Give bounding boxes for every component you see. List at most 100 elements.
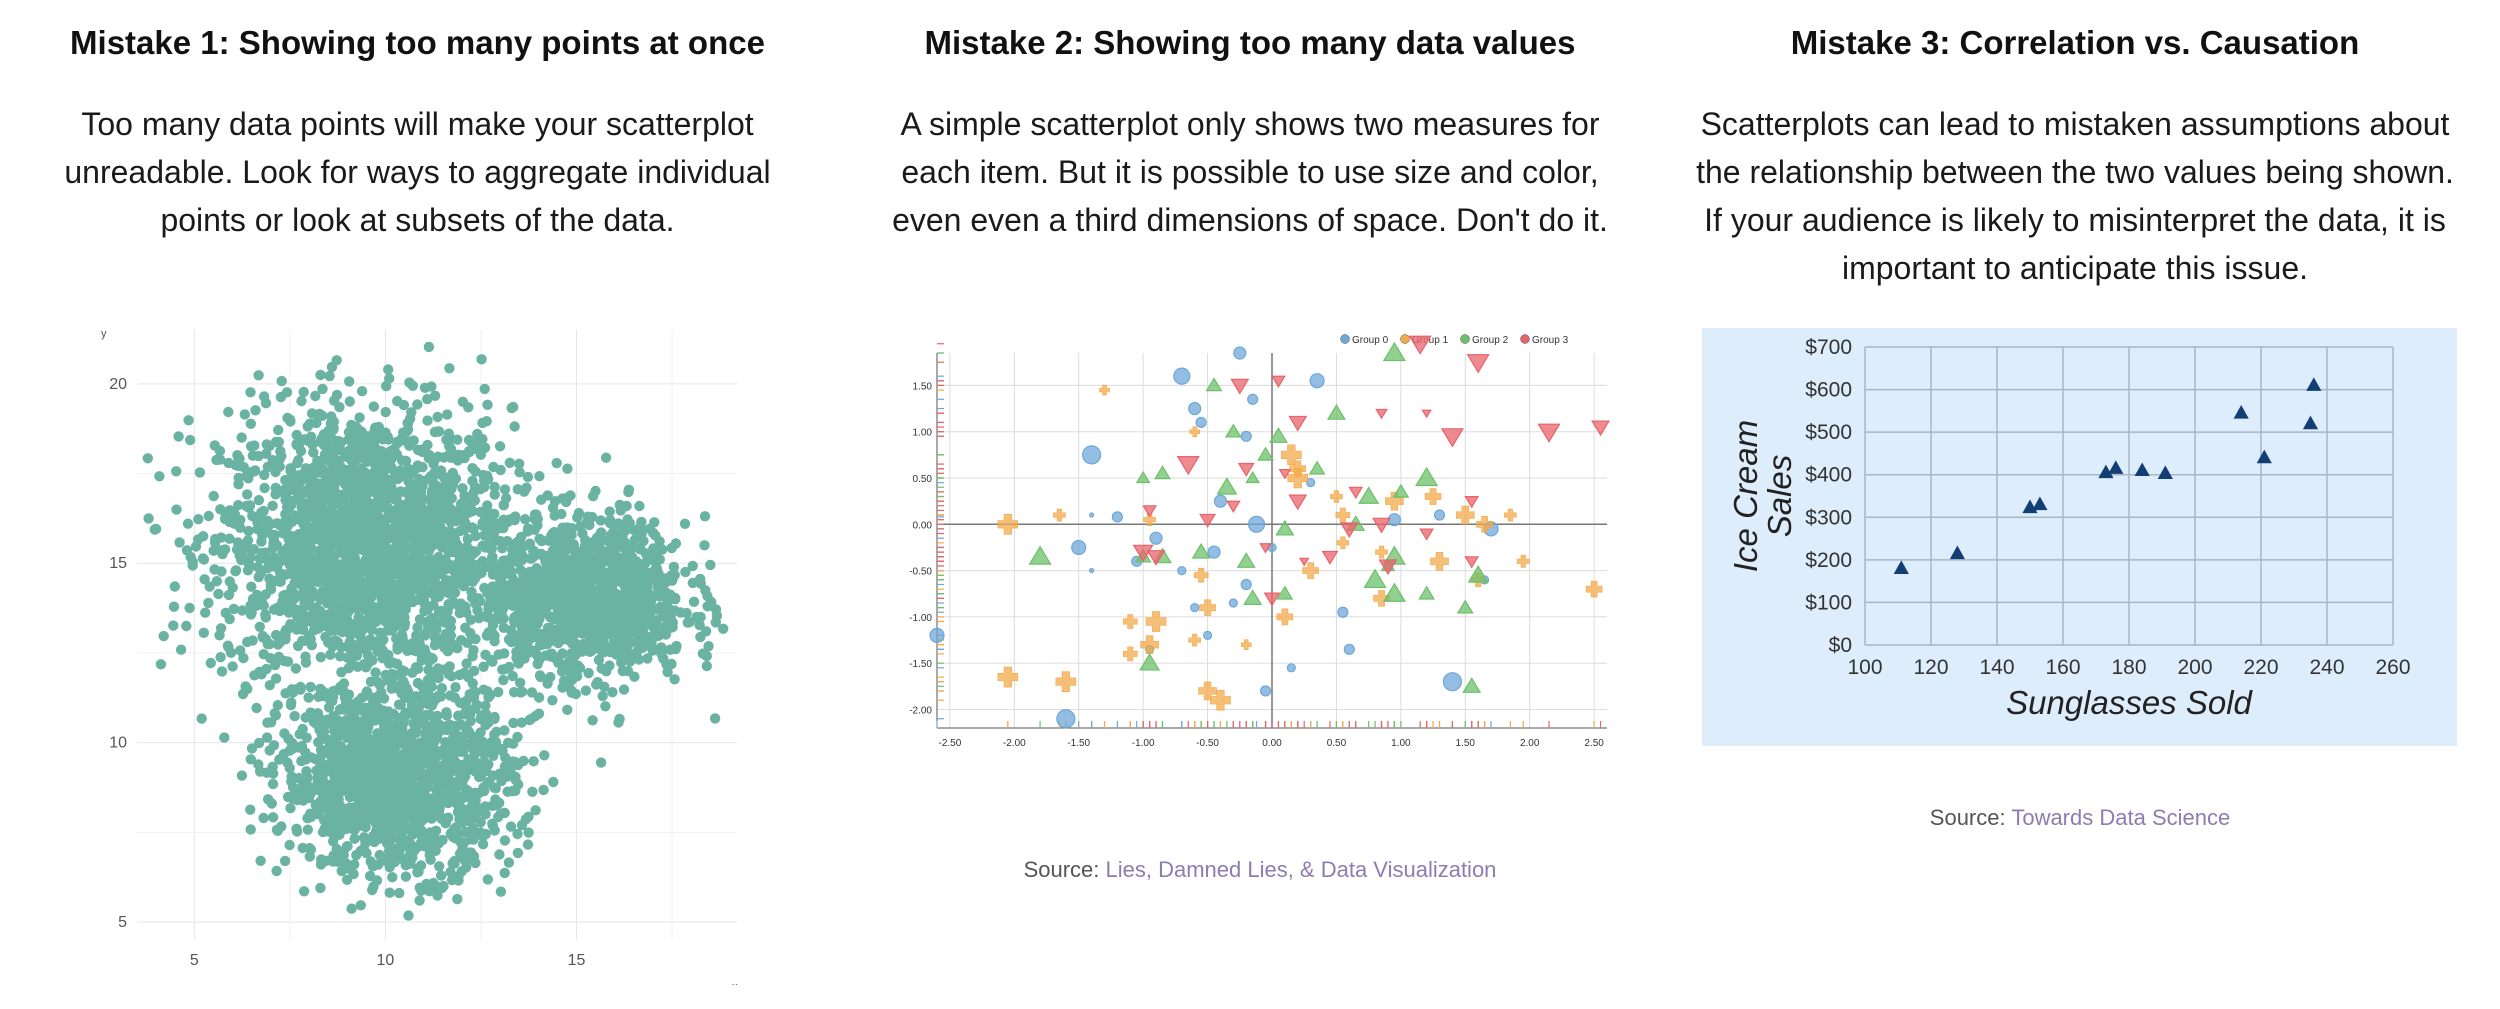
chart1-point <box>242 636 253 648</box>
chart1-point <box>451 578 463 589</box>
chart1-point <box>292 457 303 469</box>
chart1-point <box>387 872 398 883</box>
chart1-point <box>702 601 713 612</box>
chart1-point <box>530 613 541 624</box>
chart1-point <box>642 582 653 593</box>
chart1-point <box>473 613 485 624</box>
chart1-point <box>384 862 395 873</box>
chart1-point <box>400 871 412 882</box>
chart1-point <box>403 730 414 742</box>
chart1-point <box>355 845 367 856</box>
chart1-point <box>488 461 499 473</box>
chart1-point <box>470 703 481 714</box>
chart1-point <box>288 479 299 490</box>
chart1-point <box>520 597 531 608</box>
chart1-point <box>529 514 540 525</box>
chart1-point <box>399 621 410 632</box>
chart1-point <box>174 537 185 548</box>
chart1-point <box>213 588 224 600</box>
chart1-point <box>427 472 438 484</box>
chart1-point <box>542 490 553 501</box>
chart1-point <box>582 639 593 650</box>
chart1-point <box>462 533 473 545</box>
chart1-point <box>432 710 443 722</box>
chart1-point <box>612 562 623 573</box>
chart1-point <box>328 424 339 435</box>
chart1-point <box>354 627 365 638</box>
chart1-point <box>644 523 656 534</box>
chart1-point <box>548 632 560 644</box>
chart1-point <box>391 492 402 503</box>
chart1-point <box>394 808 405 819</box>
chart1-x-tick-label: 10 <box>377 952 395 969</box>
chart1-point <box>580 685 592 696</box>
chart1-point <box>522 471 534 483</box>
chart1-point <box>370 812 381 824</box>
chart1-point <box>181 620 192 632</box>
chart1-point <box>323 743 334 754</box>
chart1-point <box>342 697 354 708</box>
chart1-point <box>331 843 342 855</box>
chart1-point <box>487 581 498 592</box>
chart1-point <box>412 399 423 410</box>
chart1-point <box>479 383 490 395</box>
chart1-point <box>379 722 390 733</box>
chart1-point <box>388 801 399 812</box>
chart1-point <box>483 538 495 550</box>
chart1-point <box>368 401 379 412</box>
chart1-point <box>400 455 412 467</box>
chart1-point <box>253 370 264 381</box>
chart1-point <box>414 882 425 893</box>
chart1-point <box>412 622 423 633</box>
chart1-point <box>518 615 529 626</box>
chart1-point <box>407 501 418 512</box>
chart1-point <box>423 545 435 556</box>
chart1-point <box>509 539 521 550</box>
chart2-y-tick-label: 1.50 <box>913 381 933 392</box>
chart1-point <box>327 778 338 789</box>
chart1-point <box>481 630 493 641</box>
chart1-point <box>312 784 324 795</box>
chart1-point <box>499 484 511 495</box>
chart1-point <box>327 695 338 707</box>
chart1-point <box>236 432 247 443</box>
chart1-point <box>399 612 410 623</box>
chart1-point <box>365 745 377 756</box>
chart1-point <box>381 650 392 661</box>
chart1-point <box>345 743 356 754</box>
chart1-point <box>395 570 406 582</box>
chart1-point <box>467 576 478 587</box>
chart1-point <box>505 821 517 832</box>
chart1-point <box>699 540 710 551</box>
chart1-point <box>701 650 712 662</box>
chart1-point <box>493 649 504 660</box>
chart1-point <box>199 574 210 585</box>
chart1-point <box>539 750 550 761</box>
chart1-point <box>607 687 618 698</box>
chart1-point <box>168 620 179 631</box>
chart1-point <box>397 768 408 779</box>
chart1-point <box>352 440 363 451</box>
chart1-point <box>445 760 457 771</box>
chart1-point <box>562 463 573 474</box>
chart1-point <box>332 732 343 743</box>
chart1-point <box>377 767 388 778</box>
chart1-y-tick-label: 10 <box>109 735 127 752</box>
chart1-point <box>557 493 568 504</box>
chart1-point <box>530 805 541 816</box>
chart1-point <box>367 699 379 710</box>
chart1-point <box>463 726 474 737</box>
chart1-point <box>421 812 432 823</box>
chart1-point <box>267 812 279 823</box>
chart1-point <box>481 765 492 777</box>
chart1-point <box>436 514 448 525</box>
chart1-point <box>223 457 234 469</box>
chart1-point <box>334 651 346 662</box>
chart1-point <box>459 490 470 501</box>
chart1-points <box>142 341 729 921</box>
chart1-point <box>416 578 427 589</box>
chart1-point <box>357 524 369 535</box>
chart1-point <box>262 794 274 805</box>
chart1-point <box>475 449 487 460</box>
chart1-point <box>615 604 626 616</box>
